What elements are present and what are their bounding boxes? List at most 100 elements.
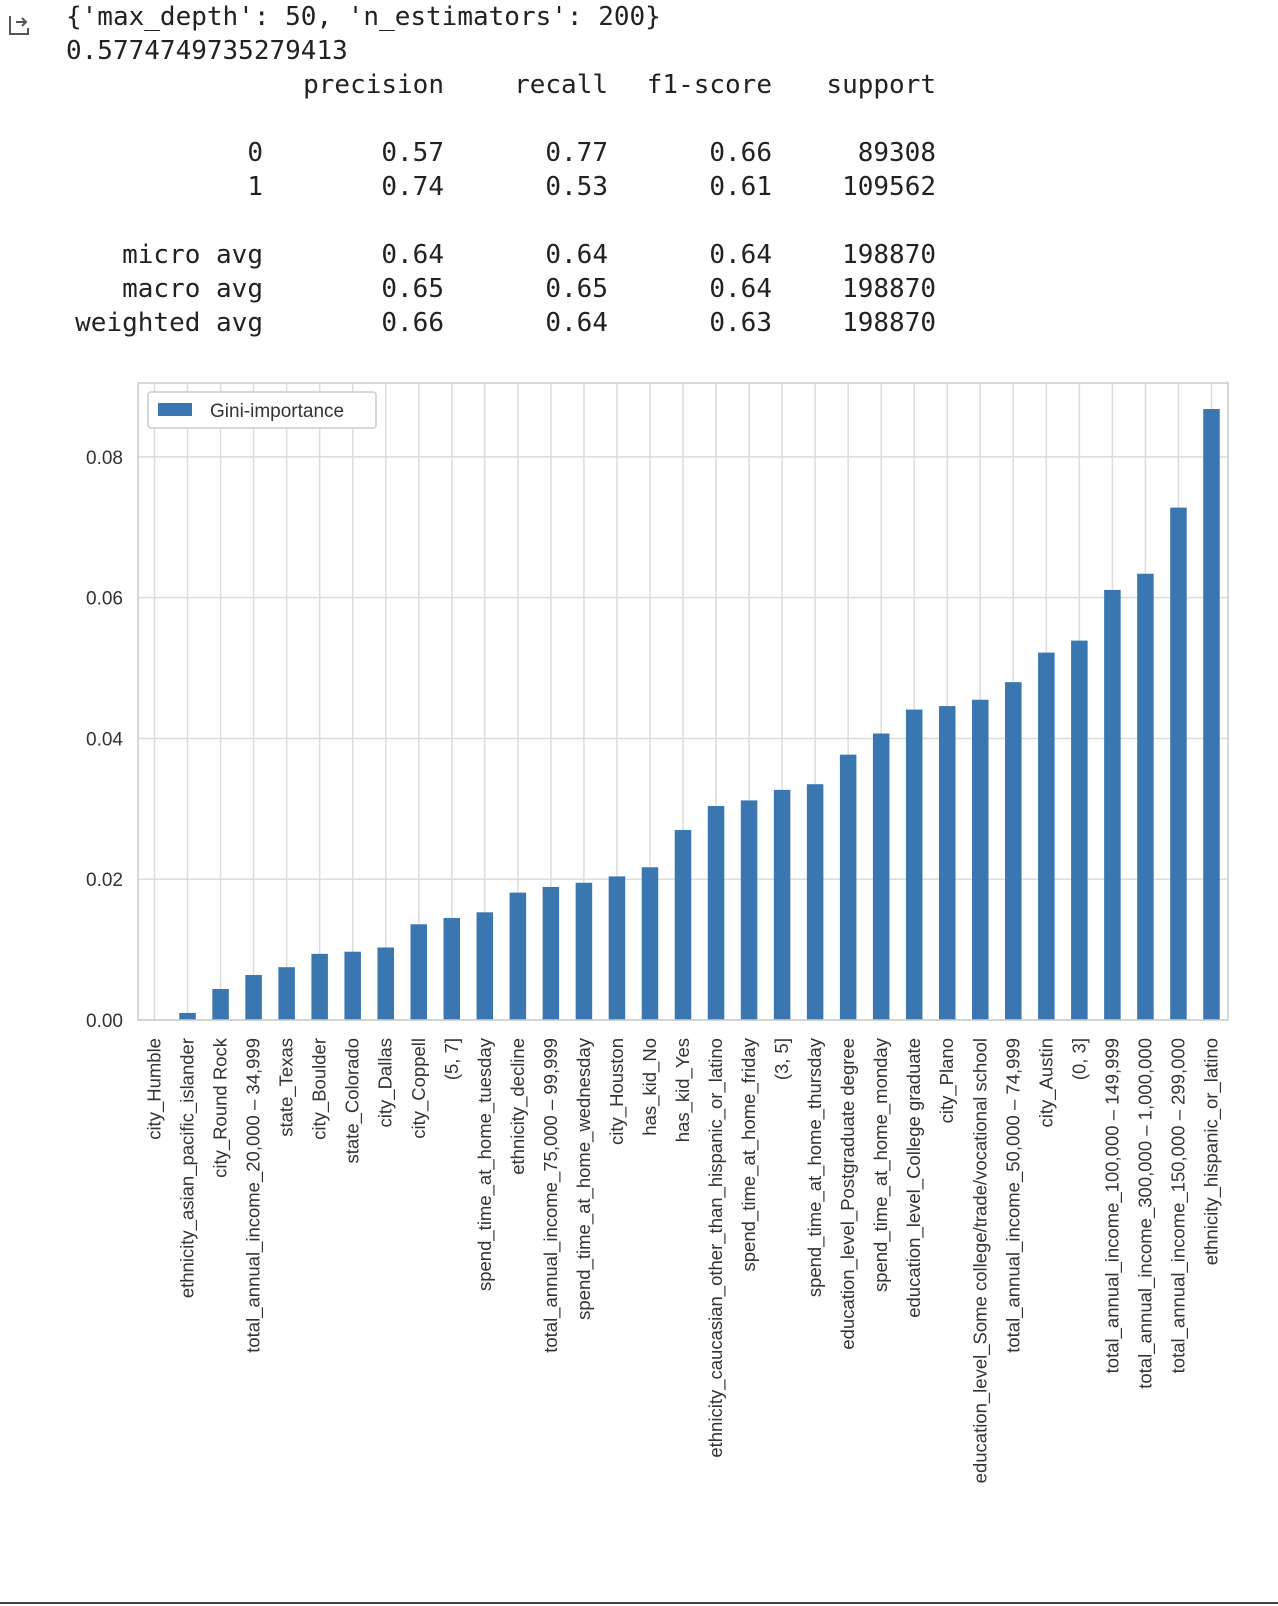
bar (773, 789, 791, 1020)
report-cell: 0.77 (545, 138, 608, 168)
x-tick-label: education_level_College graduate (903, 1038, 925, 1318)
x-tick-label: state_Texas (276, 1038, 298, 1137)
output-arrow-icon (8, 14, 30, 36)
bar (542, 886, 560, 1020)
score-text: 0.5774749735279413 (66, 36, 348, 66)
plot-frame (137, 382, 1229, 1021)
report-cell: 109562 (842, 172, 936, 202)
bar (575, 882, 593, 1020)
bar (641, 867, 659, 1020)
bar (839, 754, 857, 1020)
x-tick-label: city_Austin (1035, 1038, 1057, 1127)
report-cell: 0.64 (545, 308, 608, 338)
x-tick-label: ethnicity_caucasian_other_than_hispanic_… (705, 1038, 727, 1458)
report-header: precision (303, 70, 444, 100)
x-tick-label: ethnicity_asian_pacific_islander (177, 1038, 199, 1298)
bar (1005, 682, 1022, 1020)
report-cell: 0.65 (545, 274, 608, 304)
bar (509, 892, 527, 1020)
bar (806, 784, 824, 1020)
x-tick-label: total_annual_income_20,000 – 34,999 (243, 1038, 265, 1353)
best-params-text: {'max_depth': 50, 'n_estimators': 200} (66, 2, 661, 32)
bar (972, 699, 989, 1020)
report-cell: 0.64 (545, 240, 608, 270)
x-tick-label: has_kid_Yes (672, 1038, 694, 1142)
report-row: micro avg 0.64 0.64 0.64 198870 (66, 238, 1066, 272)
cell-output: {'max_depth': 50, 'n_estimators': 200} 0… (66, 0, 1066, 340)
bar (1071, 640, 1088, 1020)
legend-swatch (158, 403, 192, 416)
report-cell: 0.66 (709, 138, 772, 168)
x-tick-label: total_annual_income_100,000 – 149,999 (1101, 1038, 1123, 1373)
report-cell: 198870 (842, 240, 936, 270)
bar (212, 989, 229, 1020)
bar (740, 800, 758, 1020)
bar-chart-svg: 0.00 0.02 0.04 0.06 0.08 city_Humble ethnicity… (86, 382, 1229, 1483)
bar (707, 806, 725, 1020)
y-tick-label: 0.02 (86, 870, 123, 891)
x-tick-label: education_level_Postgraduate degree (837, 1038, 859, 1350)
report-cell: 0.64 (709, 274, 772, 304)
x-tick-label: spend_time_at_home_tuesday (474, 1037, 496, 1291)
report-cell: 0.64 (381, 240, 444, 270)
bar (410, 924, 428, 1020)
x-tick-label: (0, 3] (1068, 1038, 1089, 1080)
classification-report: precision recall f1-score support 0 0.57 0.77 0… (66, 68, 1066, 340)
report-cell: 0.57 (381, 138, 444, 168)
bar (344, 951, 361, 1020)
bar (1170, 507, 1187, 1020)
bar (245, 974, 262, 1020)
report-cell: 0.64 (709, 240, 772, 270)
feature-importance-chart: 0.00 0.02 0.04 0.06 0.08 city_Humble ethnicity… (0, 380, 1278, 1606)
bar (938, 706, 956, 1020)
report-cell: 198870 (842, 308, 936, 338)
x-tick-label: state_Colorado (342, 1038, 364, 1163)
legend-box (147, 391, 377, 429)
x-tick-label: education_level_Some college/trade/vocat… (969, 1038, 991, 1483)
report-cell: 0.63 (709, 308, 772, 338)
x-tick-label: has_kid_No (639, 1038, 661, 1136)
report-row-label: micro avg (122, 240, 263, 270)
report-cell: 89308 (857, 138, 936, 168)
x-tick-label: city_Humble (144, 1038, 166, 1140)
report-cell: 198870 (842, 274, 936, 304)
x-tick-label: city_Coppell (408, 1038, 430, 1139)
report-row: macro avg 0.65 0.65 0.64 198870 (66, 272, 1066, 306)
report-spacer (66, 204, 1066, 238)
bar (1104, 589, 1121, 1020)
report-row-label: 0 (247, 138, 263, 168)
bar (608, 876, 626, 1020)
bar (476, 912, 494, 1020)
report-spacer (66, 102, 1066, 136)
y-tick-label: 0.00 (86, 1011, 123, 1032)
x-tick-label: spend_time_at_home_wednesday (573, 1037, 595, 1320)
bar (179, 1012, 196, 1020)
report-header-row: precision recall f1-score support (66, 68, 1066, 102)
x-tick-label: (5, 7] (441, 1038, 462, 1080)
report-row: weighted avg 0.66 0.64 0.63 198870 (66, 306, 1066, 340)
x-tick-label: total_annual_income_300,000 – 1,000,000 (1134, 1038, 1156, 1389)
x-tick-label: total_annual_income_50,000 – 74,999 (1002, 1038, 1024, 1353)
report-row-label: 1 (247, 172, 263, 202)
bar (1038, 652, 1055, 1020)
bar (1203, 409, 1220, 1020)
x-tick-label: total_annual_income_150,000 – 299,000 (1167, 1038, 1189, 1373)
report-header: recall (514, 70, 608, 100)
report-row: 1 0.74 0.53 0.61 109562 (66, 170, 1066, 204)
report-header: f1-score (646, 70, 772, 100)
x-tick-label: (3, 5] (771, 1038, 792, 1080)
bar (872, 733, 890, 1020)
report-row-label: macro avg (122, 274, 263, 304)
x-tick-label: spend_time_at_home_friday (738, 1037, 760, 1271)
x-tick-label: ethnicity_hispanic_or_latino (1200, 1038, 1222, 1265)
x-tick-label: spend_time_at_home_monday (870, 1037, 892, 1292)
y-tick-label: 0.08 (86, 448, 123, 469)
bar (905, 709, 923, 1020)
x-tick-label: city_Plano (936, 1038, 958, 1123)
report-cell: 0.66 (381, 308, 444, 338)
y-tick-label: 0.06 (86, 589, 123, 610)
x-tick-label: city_Round Rock (210, 1037, 232, 1178)
bar (674, 829, 692, 1020)
y-tick-label: 0.04 (86, 729, 123, 750)
bar (1137, 573, 1154, 1020)
